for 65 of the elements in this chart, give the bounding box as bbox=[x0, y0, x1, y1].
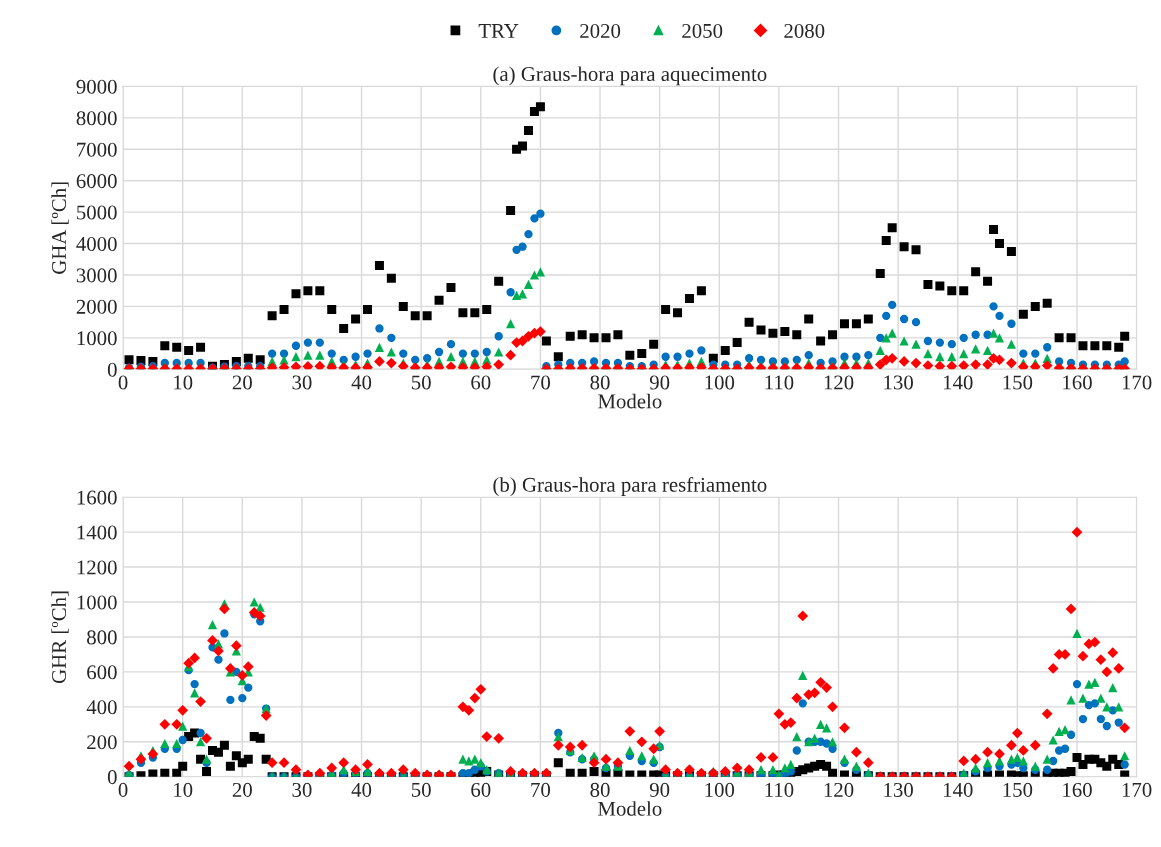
x-tick-label: 90 bbox=[649, 782, 670, 797]
x-tick-label: 110 bbox=[765, 782, 794, 797]
x-tick-label: 50 bbox=[411, 782, 431, 797]
x-tick-label: 140 bbox=[943, 782, 973, 797]
x-tick-label: 130 bbox=[884, 375, 913, 390]
x-tick-label: 10 bbox=[174, 782, 193, 797]
y-tick-label: 3000 bbox=[76, 268, 117, 283]
x-tick-label: 60 bbox=[471, 782, 491, 797]
y-tick-label: 6000 bbox=[76, 174, 117, 189]
y-tick-label: 5000 bbox=[77, 205, 117, 220]
x-tick-label: 170 bbox=[1122, 375, 1152, 390]
x-tick-label: 0 bbox=[118, 375, 128, 390]
legend-label: 2020 bbox=[580, 23, 621, 38]
legend-label: 2080 bbox=[784, 23, 825, 38]
x-tick-label: 150 bbox=[1003, 375, 1033, 390]
x-tick-label: 50 bbox=[411, 375, 431, 390]
x-tick-label: 20 bbox=[232, 782, 252, 797]
x-tick-label: 140 bbox=[943, 375, 973, 390]
y-tick-label: 1000 bbox=[77, 595, 117, 610]
x-axis-title: Modelo bbox=[598, 801, 662, 816]
x-tick-label: 20 bbox=[232, 375, 252, 390]
legend-label: TRY bbox=[478, 24, 519, 38]
x-axis-title: Modelo bbox=[598, 393, 662, 409]
y-tick-label: 1400 bbox=[77, 525, 117, 540]
x-tick-label: 150 bbox=[1003, 782, 1033, 797]
y-axis-title: GHR [ºCh] bbox=[51, 591, 69, 684]
x-tick-label: 100 bbox=[705, 782, 735, 797]
x-tick-label: 60 bbox=[471, 375, 491, 390]
x-tick-label: 160 bbox=[1063, 782, 1092, 797]
chart-title: (a) Graus-hora para aquecimento bbox=[493, 66, 767, 86]
legend-label: 2050 bbox=[682, 23, 723, 38]
x-tick-label: 110 bbox=[765, 375, 794, 390]
y-tick-label: 600 bbox=[87, 665, 117, 680]
y-tick-label: 0 bbox=[107, 362, 117, 377]
x-tick-label: 40 bbox=[351, 782, 372, 797]
x-tick-label: 30 bbox=[292, 782, 312, 797]
y-tick-label: 1600 bbox=[77, 490, 117, 505]
y-tick-label: 400 bbox=[86, 700, 117, 715]
x-tick-label: 120 bbox=[824, 375, 854, 390]
x-tick-label: 80 bbox=[590, 782, 610, 797]
x-tick-label: 90 bbox=[649, 375, 670, 390]
x-tick-label: 0 bbox=[118, 782, 128, 797]
x-tick-label: 170 bbox=[1122, 782, 1152, 797]
x-tick-label: 160 bbox=[1063, 375, 1092, 390]
y-tick-label: 1200 bbox=[77, 560, 117, 575]
y-tick-label: 200 bbox=[87, 735, 117, 750]
y-tick-label: 4000 bbox=[76, 236, 117, 251]
y-tick-label: 7000 bbox=[77, 142, 117, 157]
y-tick-label: 0 bbox=[107, 770, 117, 785]
x-tick-label: 100 bbox=[705, 375, 735, 390]
x-tick-label: 40 bbox=[351, 375, 372, 390]
x-tick-label: 70 bbox=[531, 375, 551, 390]
y-tick-label: 2000 bbox=[76, 299, 117, 314]
y-tick-label: 8000 bbox=[76, 111, 117, 126]
x-tick-label: 130 bbox=[884, 782, 913, 797]
y-tick-label: 800 bbox=[87, 630, 117, 645]
y-tick-label: 9000 bbox=[76, 79, 117, 94]
x-tick-label: 30 bbox=[292, 375, 312, 390]
y-tick-label: 1000 bbox=[77, 331, 117, 346]
x-tick-label: 80 bbox=[590, 375, 610, 390]
x-tick-label: 120 bbox=[824, 782, 854, 797]
x-tick-label: 70 bbox=[531, 782, 551, 797]
x-tick-label: 10 bbox=[174, 375, 193, 390]
y-axis-title: GHA [ºCh] bbox=[51, 182, 69, 274]
chart-title: (b) Graus-hora para resfriamento bbox=[493, 476, 767, 497]
